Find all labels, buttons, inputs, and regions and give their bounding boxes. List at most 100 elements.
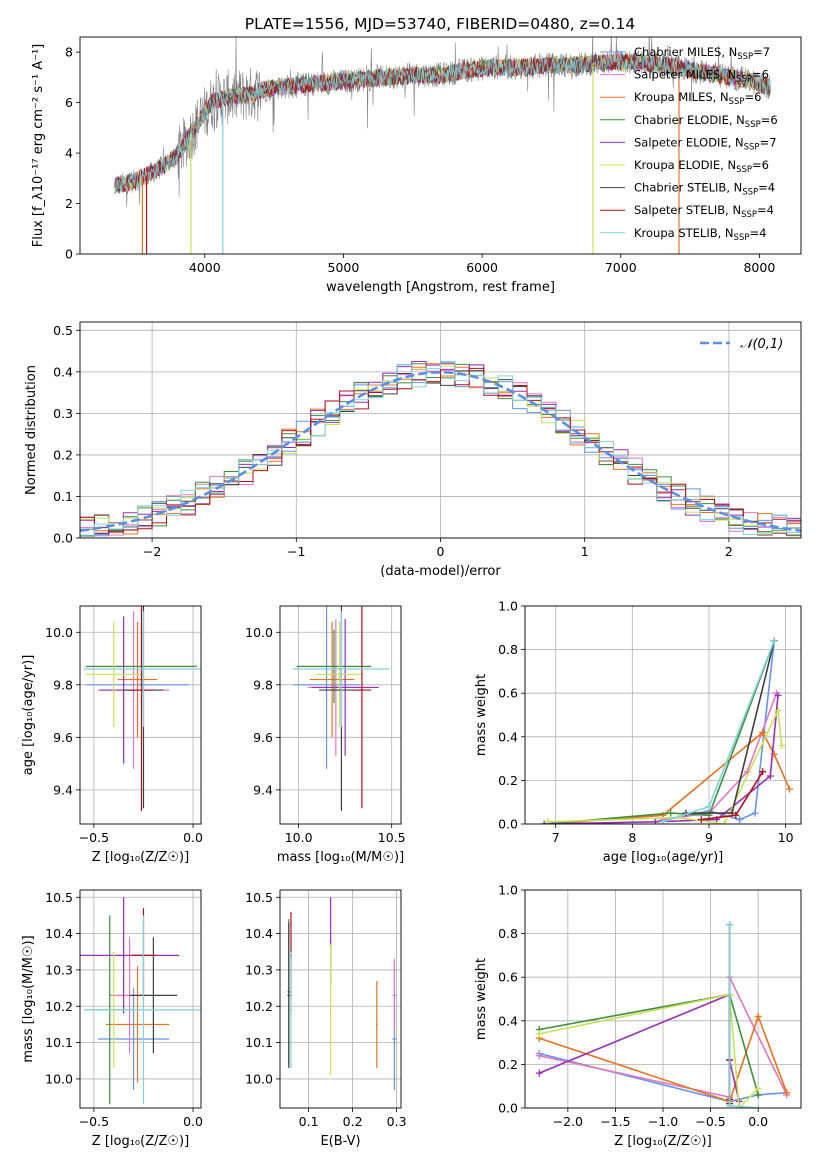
legend-subscript: SSP bbox=[742, 188, 758, 198]
x-tick-label: 10.0 bbox=[285, 830, 313, 845]
y-tick-label: 10.4 bbox=[45, 926, 73, 941]
axes: −0.5 0.0 9.4 9.6 9.8 10.0 Z [log₁₀(Z/Z☉)] age [… bbox=[21, 605, 203, 865]
plot-area bbox=[535, 921, 791, 1108]
y-tick-label: 8 bbox=[65, 45, 73, 60]
y-tick-label: 0.4 bbox=[498, 729, 518, 744]
legend-value: =6 bbox=[752, 68, 769, 82]
weight-vs-metallicity-panel: −2.0 −1.5 −1.0 −0.5 0.0 0.0 0.2 0.4 0.6 0.8 1.0 Z [… bbox=[474, 883, 802, 1149]
y-tick-label: 0.0 bbox=[498, 817, 518, 832]
y-tick-label: 0.8 bbox=[498, 642, 518, 657]
x-tick-label: 8000 bbox=[743, 260, 775, 275]
weight-line-6 bbox=[547, 707, 783, 824]
y-tick-label: 9.4 bbox=[53, 782, 73, 797]
x-tick-label: 2 bbox=[725, 544, 733, 559]
spectrum-panel: 4000 5000 6000 7000 8000 0 2 4 6 8 wavelength [Ang… bbox=[31, 36, 802, 295]
grid bbox=[525, 889, 801, 1109]
weight-marker bbox=[766, 772, 774, 780]
x-tick-label: 5000 bbox=[328, 260, 360, 275]
weight-marker bbox=[651, 818, 659, 824]
weight-marker bbox=[726, 921, 734, 929]
y-tick-label: 6 bbox=[65, 95, 73, 110]
gaussian-curve bbox=[80, 370, 801, 532]
axes-frame bbox=[279, 889, 402, 1109]
weight-line-3 bbox=[547, 731, 791, 824]
axes-frame bbox=[79, 889, 202, 1109]
weight-marker bbox=[720, 820, 728, 824]
y-tick-label: 0 bbox=[65, 247, 73, 262]
legend-value: =6 bbox=[752, 158, 769, 172]
plot-area bbox=[293, 606, 390, 811]
legend-label: Chabrier ELODIE, NSSP=6 bbox=[634, 113, 778, 130]
x-axis-label: E(B-V) bbox=[320, 1134, 360, 1149]
x-tick-label: 4000 bbox=[189, 260, 221, 275]
y-tick-label: 9.8 bbox=[253, 677, 273, 692]
weight-marker bbox=[697, 816, 705, 824]
weight-marker bbox=[544, 818, 552, 824]
x-axis-label: Z [log₁₀(Z/Z☉)] bbox=[92, 850, 189, 865]
y-axis-label: mass [log₁₀(M/M☉)] bbox=[21, 935, 36, 1062]
y-tick-label: 10.0 bbox=[245, 1071, 273, 1086]
legend-label: Kroupa ELODIE, NSSP=6 bbox=[634, 158, 769, 175]
y-tick-label: 0.3 bbox=[53, 406, 73, 421]
x-axis-label: (data-model)/error bbox=[380, 564, 501, 579]
x-axis-label: wavelength [Angstrom, rest frame] bbox=[326, 280, 555, 295]
weight-line-3 bbox=[539, 1014, 788, 1103]
axes: −2.0 −1.5 −1.0 −0.5 0.0 0.0 0.2 0.4 0.6 0.8 1.0 Z [… bbox=[474, 883, 802, 1149]
legend-value: =4 bbox=[757, 203, 774, 217]
weight-marker bbox=[759, 728, 767, 736]
x-tick-label: 7 bbox=[552, 830, 560, 845]
y-tick-label: 2 bbox=[65, 196, 73, 211]
axes-frame bbox=[79, 36, 802, 255]
y-tick-label: 10.2 bbox=[245, 999, 273, 1014]
x-tick-label: 0.0 bbox=[183, 1114, 203, 1129]
axes: 7 8 9 10 0.0 0.2 0.4 0.6 0.8 1.0 age [log₁₀(age/yr… bbox=[474, 599, 802, 865]
y-tick-label: 0.2 bbox=[53, 447, 73, 462]
y-tick-label: 10.0 bbox=[45, 625, 73, 640]
weight-marker bbox=[774, 691, 782, 699]
axes-frame bbox=[524, 889, 802, 1109]
legend-label: 𝒩(0,1) bbox=[740, 337, 783, 352]
weight-marker bbox=[774, 707, 782, 715]
legend-value: =7 bbox=[760, 135, 777, 149]
y-tick-label: 1.0 bbox=[498, 883, 518, 898]
legend-label: Salpeter STELIB, NSSP=4 bbox=[634, 203, 774, 220]
axes-frame bbox=[524, 605, 802, 825]
legend-label: Chabrier MILES, NSSP=7 bbox=[634, 45, 770, 62]
legend-label: Kroupa STELIB, NSSP=4 bbox=[634, 226, 766, 243]
y-axis-label: Normed distribution bbox=[24, 365, 39, 495]
y-tick-label: 10.3 bbox=[245, 962, 273, 977]
y-tick-label: 0.2 bbox=[498, 773, 518, 788]
x-tick-label: 10 bbox=[778, 830, 794, 845]
x-tick-label: −2.0 bbox=[553, 1114, 583, 1129]
weight-line-1 bbox=[655, 640, 775, 823]
weight-line-7 bbox=[686, 640, 775, 814]
weight-marker bbox=[705, 803, 713, 811]
weight-marker bbox=[778, 742, 786, 750]
plot-area bbox=[287, 897, 397, 1090]
x-tick-label: −0.5 bbox=[79, 1114, 109, 1129]
plot-area bbox=[80, 361, 801, 537]
weight-marker bbox=[754, 1012, 762, 1020]
grid bbox=[280, 890, 401, 1108]
x-tick-label: 0.0 bbox=[748, 1114, 768, 1129]
weight-vs-age-panel: 7 8 9 10 0.0 0.2 0.4 0.6 0.8 1.0 age [log₁₀(age/yr… bbox=[474, 599, 802, 865]
y-tick-label: 0.0 bbox=[53, 531, 73, 546]
y-tick-label: 0.6 bbox=[498, 970, 518, 985]
y-tick-label: 0.8 bbox=[498, 926, 518, 941]
plot-area bbox=[83, 606, 201, 811]
x-tick-label: 7000 bbox=[605, 260, 637, 275]
plot-area bbox=[114, 37, 771, 254]
legend-subscript: SSP bbox=[729, 97, 745, 107]
x-tick-label: 0 bbox=[437, 544, 445, 559]
x-tick-label: −1.0 bbox=[648, 1114, 678, 1129]
y-tick-label: 0.4 bbox=[498, 1013, 518, 1028]
weight-marker bbox=[667, 809, 675, 817]
legend-subscript: SSP bbox=[741, 210, 757, 220]
weight-marker bbox=[770, 637, 778, 645]
y-tick-label: 10.5 bbox=[245, 890, 273, 905]
y-tick-label: 9.6 bbox=[253, 730, 273, 745]
y-tick-label: 10.1 bbox=[245, 1035, 273, 1050]
grid bbox=[80, 606, 201, 824]
mass-vs-ebv-panel: 0.1 0.2 0.3 10.0 10.1 10.2 10.3 10.4 10.5 E(B-V) bbox=[245, 889, 407, 1149]
weight-marker bbox=[754, 1084, 762, 1092]
